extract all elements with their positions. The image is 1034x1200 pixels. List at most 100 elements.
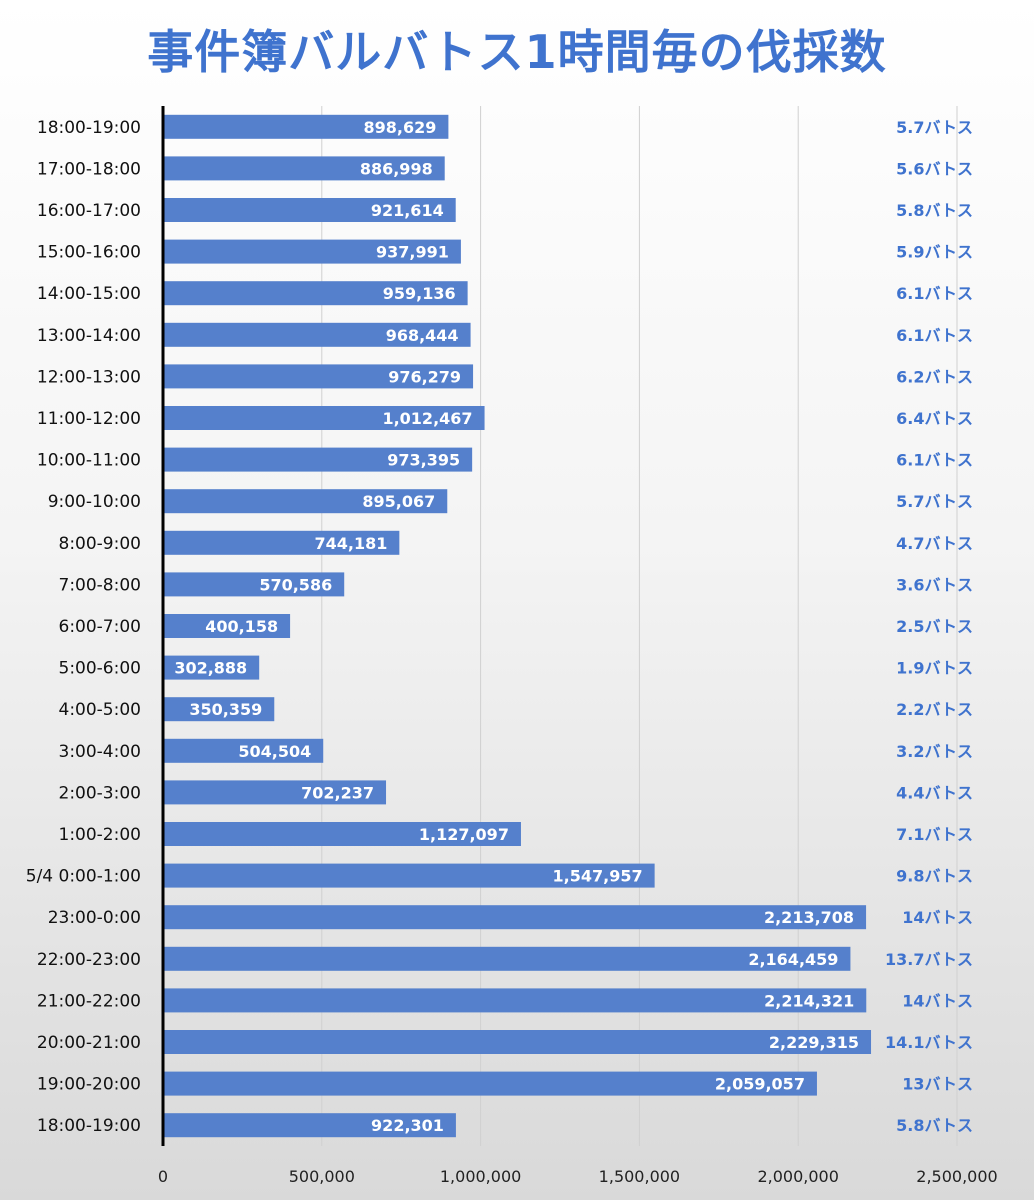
category-label: 5/4 0:00-1:00 xyxy=(26,867,141,887)
bar-ratio-label: 6.2バトス xyxy=(896,367,973,386)
bar xyxy=(163,1071,817,1096)
bar xyxy=(163,198,456,222)
bar-ratio-label: 5.7バトス xyxy=(896,118,973,137)
category-label: 17:00-18:00 xyxy=(37,159,141,179)
bar-value-label: 744,181 xyxy=(314,534,387,553)
bar-value-label: 702,237 xyxy=(301,783,374,802)
bar-ratio-label: 13.7バトス xyxy=(885,950,973,969)
bar-ratio-label: 5.9バトス xyxy=(896,243,973,262)
bar-ratio-label: 7.1バトス xyxy=(896,825,973,844)
bar-ratio-label: 2.2バトス xyxy=(896,700,973,719)
bar xyxy=(163,946,851,971)
bar xyxy=(163,1030,872,1054)
category-label: 1:00-2:00 xyxy=(59,825,142,845)
bar-ratio-label: 5.6バトス xyxy=(896,159,973,178)
bar xyxy=(163,1113,456,1138)
bar-value-label: 898,629 xyxy=(364,118,437,137)
bar-ratio-label: 1.9バトス xyxy=(896,659,973,678)
bar xyxy=(163,156,445,181)
x-tick-label: 0 xyxy=(158,1167,168,1186)
bar-ratio-label: 6.1バトス xyxy=(896,284,973,303)
bar-value-label: 921,614 xyxy=(371,201,444,220)
category-label: 11:00-12:00 xyxy=(37,409,141,429)
bar xyxy=(163,863,655,888)
bar xyxy=(163,322,471,347)
bar-ratio-label: 4.7バトス xyxy=(896,534,973,553)
bar-value-label: 302,888 xyxy=(174,659,247,678)
bar-ratio-label: 14.1バトス xyxy=(885,1033,973,1052)
bar xyxy=(163,905,867,930)
bar-ratio-label: 3.2バトス xyxy=(896,742,973,761)
x-tick-label: 1,000,000 xyxy=(440,1167,521,1186)
category-label: 8:00-9:00 xyxy=(59,534,142,554)
bar-ratio-label: 9.8バトス xyxy=(896,867,973,886)
bar xyxy=(163,738,324,763)
grid-lines xyxy=(321,106,958,1146)
bar xyxy=(163,822,521,846)
bar xyxy=(163,364,474,389)
labels: 0 500,000 1,000,000 1,500,000 2,000,000 2,500… xyxy=(26,118,998,1186)
bar xyxy=(163,697,275,722)
bar-value-label: 1,547,957 xyxy=(553,867,643,886)
category-label: 9:00-10:00 xyxy=(48,492,141,512)
bar-value-label: 976,279 xyxy=(388,367,461,386)
bar xyxy=(163,572,345,597)
bar-ratio-label: 3.6バトス xyxy=(896,575,973,594)
bar-value-label: 895,067 xyxy=(362,492,435,511)
bar xyxy=(163,655,260,680)
category-label: 22:00-23:00 xyxy=(37,950,141,970)
category-label: 21:00-22:00 xyxy=(37,991,141,1011)
bar-value-label: 2,059,057 xyxy=(715,1075,805,1094)
bar-ratio-label: 13バトス xyxy=(902,1075,973,1094)
bar-value-label: 570,586 xyxy=(259,575,332,594)
category-label: 6:00-7:00 xyxy=(59,617,142,637)
bar-ratio-label: 5.7バトス xyxy=(896,492,973,511)
bar xyxy=(163,780,387,805)
category-label: 5:00-6:00 xyxy=(59,659,142,679)
bar-value-label: 2,164,459 xyxy=(748,950,838,969)
bar xyxy=(163,530,400,555)
bar-value-label: 1,127,097 xyxy=(419,825,509,844)
bar-ratio-label: 6.4バトス xyxy=(896,409,973,428)
bar-ratio-label: 14バトス xyxy=(902,991,973,1010)
bar xyxy=(163,406,485,430)
bar-value-label: 968,444 xyxy=(386,326,459,345)
bar-value-label: 2,229,315 xyxy=(769,1033,859,1052)
bar-ratio-label: 2.5バトス xyxy=(896,617,973,636)
bar-value-label: 2,213,708 xyxy=(764,908,854,927)
bar xyxy=(163,447,473,472)
bar-ratio-label: 6.1バトス xyxy=(896,451,973,470)
x-tick-label: 500,000 xyxy=(289,1167,355,1186)
bar-value-label: 886,998 xyxy=(360,159,433,178)
bar xyxy=(163,489,448,514)
bar-ratio-label: 4.4バトス xyxy=(896,783,973,802)
category-label: 3:00-4:00 xyxy=(59,742,142,762)
category-label: 4:00-5:00 xyxy=(59,700,142,720)
bar-value-label: 1,012,467 xyxy=(382,409,472,428)
bars xyxy=(163,114,872,1138)
bar-ratio-label: 6.1バトス xyxy=(896,326,973,345)
category-label: 20:00-21:00 xyxy=(37,1033,141,1053)
category-label: 23:00-0:00 xyxy=(48,908,141,928)
bar-value-label: 959,136 xyxy=(383,284,456,303)
bar-value-label: 973,395 xyxy=(387,451,460,470)
bar xyxy=(163,988,867,1013)
category-label: 10:00-11:00 xyxy=(37,451,141,471)
bar-value-label: 2,214,321 xyxy=(764,991,854,1010)
bar-ratio-label: 5.8バトス xyxy=(896,1116,973,1135)
category-label: 19:00-20:00 xyxy=(37,1075,141,1095)
bar-value-label: 400,158 xyxy=(205,617,278,636)
bar-ratio-label: 5.8バトス xyxy=(896,201,973,220)
category-label: 18:00-19:00 xyxy=(37,1116,141,1136)
chart-title: 事件簿バルバトス1時間毎の伐採数 xyxy=(147,25,887,79)
category-label: 14:00-15:00 xyxy=(37,284,141,304)
bar-value-label: 350,359 xyxy=(189,700,262,719)
category-label: 2:00-3:00 xyxy=(59,783,142,803)
category-label: 18:00-19:00 xyxy=(37,118,141,138)
bar-value-label: 504,504 xyxy=(238,742,311,761)
category-label: 12:00-13:00 xyxy=(37,367,141,387)
x-tick-label: 2,000,000 xyxy=(757,1167,838,1186)
bar xyxy=(163,614,291,638)
